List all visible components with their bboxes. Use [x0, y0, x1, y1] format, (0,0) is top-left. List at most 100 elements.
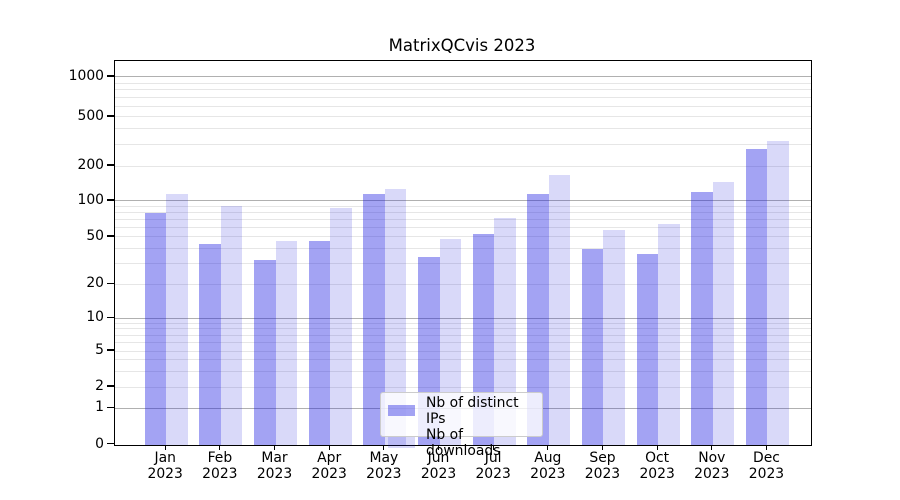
x-tick-may: [383, 444, 385, 450]
gridline-minor-50: [115, 236, 811, 238]
y-tick-5: [107, 349, 114, 351]
x-tick-feb: [219, 444, 221, 450]
legend-swatch-downloads: [388, 437, 415, 448]
bar-downloads-dec: [767, 140, 789, 445]
x-tick-jan: [164, 444, 166, 450]
gridline-minor-200: [115, 165, 811, 167]
y-tick-500: [107, 115, 114, 117]
gridline-minor-90: [115, 205, 811, 207]
y-tick-1000: [107, 75, 114, 77]
legend-label-distinct-ips: Nb of distinct IPs: [426, 394, 519, 427]
bar-downloads-sep: [603, 230, 625, 445]
bar-distinct-ips-nov: [691, 191, 713, 445]
gridline-minor-80: [115, 212, 811, 214]
gridline-minor-600: [115, 105, 811, 107]
y-tick-50: [107, 235, 114, 237]
gridline-minor-900: [115, 82, 811, 84]
plot-area: [114, 60, 812, 446]
x-tick-apr: [328, 444, 330, 450]
x-tick-label-nov: Nov 2023: [694, 450, 730, 482]
bar-distinct-ips-aug: [527, 193, 549, 445]
x-tick-label-jun: Jun 2023: [420, 450, 457, 482]
gridline-minor-9: [115, 322, 811, 324]
y-tick-label-200: 200: [77, 157, 104, 173]
gridline-minor-2: [115, 386, 811, 388]
bar-distinct-ips-oct: [636, 253, 659, 445]
y-tick-1: [107, 406, 114, 408]
x-tick-mar: [273, 444, 276, 450]
gridline-minor-4: [115, 359, 811, 361]
x-tick-label-aug: Aug 2023: [530, 450, 566, 482]
x-tick-label-oct: Oct 2023: [639, 450, 675, 482]
y-tick-10: [107, 316, 114, 318]
legend-item-downloads: Nb of downloads: [388, 427, 535, 459]
bar-downloads-feb: [220, 205, 243, 445]
bar-distinct-ips-mar: [254, 260, 276, 445]
gridline-minor-6: [115, 341, 811, 343]
x-tick-label-jan: Jan 2023: [147, 450, 183, 482]
chart-title: MatrixQCvis 2023: [388, 36, 536, 55]
y-tick-label-20: 20: [86, 275, 104, 292]
bar-distinct-ips-jan: [144, 213, 167, 445]
gridline-minor-7: [115, 334, 811, 336]
y-tick-200: [107, 164, 114, 166]
bar-downloads-may: [384, 188, 407, 445]
gridline-minor-60: [115, 227, 811, 229]
x-tick-label-mar: Mar 2023: [256, 450, 293, 482]
x-tick-label-sep: Sep 2023: [584, 450, 621, 482]
gridline-minor-8: [115, 328, 811, 330]
bar-distinct-ips-may: [363, 193, 385, 445]
gridline-minor-400: [115, 128, 811, 130]
y-tick-2: [107, 385, 114, 387]
bar-downloads-mar: [275, 241, 298, 445]
gridline-minor-30: [115, 262, 811, 264]
bar-downloads-oct: [658, 224, 680, 445]
gridline-minor-300: [115, 143, 811, 145]
bar-downloads-jul: [494, 218, 516, 445]
y-tick-label-1: 1: [95, 399, 104, 416]
y-tick-label-100: 100: [77, 192, 104, 209]
x-tick-aug: [547, 444, 549, 450]
gridline-major-10: [115, 317, 811, 319]
y-tick-20: [107, 282, 114, 284]
x-tick-sep: [601, 444, 604, 450]
gridline-minor-800: [115, 89, 811, 91]
y-tick-0: [107, 442, 114, 445]
gridline-minor-5: [115, 350, 811, 352]
gridline-minor-20: [115, 283, 811, 285]
bar-downloads-nov: [712, 181, 735, 445]
gridline-minor-3: [115, 370, 811, 372]
bar-downloads-jan: [166, 193, 188, 445]
y-tick-label-1000: 1000: [68, 67, 104, 84]
y-tick-label-500: 500: [77, 107, 104, 124]
x-tick-label-jul: Jul 2023: [475, 450, 511, 482]
bar-distinct-ips-dec: [745, 148, 768, 445]
x-tick-jun: [437, 444, 440, 450]
bar-distinct-ips-feb: [199, 243, 221, 445]
gridline-minor-700: [115, 97, 811, 99]
gridline-major-100: [115, 200, 811, 202]
x-tick-label-may: May 2023: [366, 450, 402, 482]
y-tick-label-5: 5: [95, 342, 104, 358]
bar-distinct-ips-sep: [581, 248, 604, 445]
bar-distinct-ips-apr: [308, 241, 331, 445]
y-tick-label-0: 0: [95, 435, 104, 452]
legend-swatch-distinct-ips: [388, 405, 415, 416]
x-tick-nov: [711, 444, 713, 450]
gridline-minor-500: [115, 116, 811, 118]
gridline-minor-70: [115, 219, 811, 221]
y-tick-label-10: 10: [86, 309, 104, 326]
x-tick-jul: [492, 444, 494, 450]
legend-label-downloads: Nb of downloads: [426, 426, 501, 459]
x-tick-dec: [765, 444, 768, 450]
x-tick-oct: [656, 444, 658, 450]
y-tick-label-2: 2: [95, 378, 104, 394]
legend-item-distinct-ips: Nb of distinct IPs: [388, 395, 535, 427]
bar-downloads-apr: [330, 208, 352, 445]
x-tick-label-dec: Dec 2023: [748, 450, 785, 482]
bar-downloads-aug: [548, 175, 571, 445]
y-tick-100: [107, 199, 114, 201]
gridline-major-1000: [115, 76, 811, 78]
legend: Nb of distinct IPs Nb of downloads: [380, 391, 543, 459]
